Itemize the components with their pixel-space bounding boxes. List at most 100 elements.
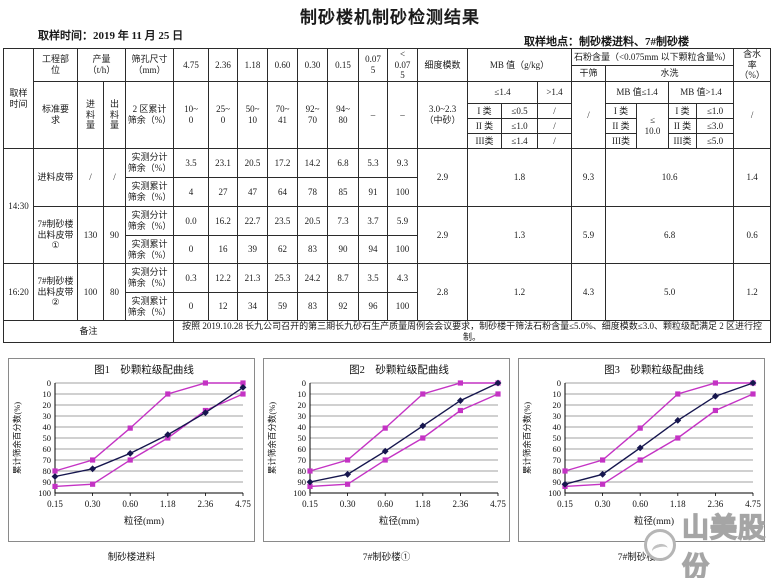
value-cell: 85: [327, 177, 360, 207]
wash-class: III类: [605, 133, 638, 149]
moisture-value: 1.2: [733, 263, 772, 321]
col-header-moisture: 含水 率 （%）: [733, 48, 772, 82]
value-cell: 64: [267, 177, 299, 207]
row-label: 实测分计 筛余（%）: [125, 263, 175, 293]
svg-text:0.15: 0.15: [557, 499, 573, 509]
svg-text:50: 50: [298, 433, 307, 443]
limit-cell: 94~ 80: [327, 81, 360, 149]
fineness-standard: 3.0~2.3 （中砂）: [417, 81, 469, 149]
col-header-mb: MB 值（g/kg）: [467, 48, 573, 82]
wash-value: 6.8: [605, 206, 735, 264]
mb-gt-header: >1.4: [537, 81, 573, 104]
value-cell: 23.1: [208, 148, 239, 178]
svg-text:20: 20: [298, 400, 307, 410]
wash-value: 5.0: [605, 263, 735, 321]
part-name: 进料皮带: [33, 148, 78, 207]
col-header-output: 产量 （t/h）: [76, 48, 127, 82]
value-cell: 12.2: [208, 263, 239, 293]
value-cell: 39: [237, 235, 269, 264]
wash-limit: ≤3.0: [696, 118, 735, 134]
dry-value: 5.9: [571, 206, 607, 264]
svg-text:20: 20: [553, 400, 562, 410]
svg-text:60: 60: [553, 444, 562, 454]
value-cell: 96: [358, 292, 389, 321]
mb-limit: ≤1.4: [501, 133, 539, 149]
fineness-value: 2.9: [417, 148, 469, 207]
chart-footer-3: 7#制砂楼②: [617, 553, 666, 563]
dry-value: 4.3: [571, 263, 607, 321]
value-cell: 0: [173, 292, 210, 321]
limit-cell: –: [387, 81, 419, 149]
standard-label: 标准要 求: [33, 81, 78, 149]
chart-grading-curve-2: 图2 砂颗粒级配曲线 0 10 20 30 40 50 60 70 80 90 100 0.15 0.30…: [263, 358, 510, 542]
svg-text:0: 0: [302, 378, 306, 388]
svg-text:4.75: 4.75: [745, 499, 761, 509]
svg-text:30: 30: [298, 411, 307, 421]
size-header: 0.07 5: [358, 48, 389, 82]
row-label: 实测累计 筛余（%）: [125, 235, 175, 264]
part-name: 7#制砂楼 出料皮带 ②: [33, 263, 78, 321]
value-cell: 92: [327, 292, 360, 321]
wash-limit: ≤5.0: [696, 133, 735, 149]
value-cell: 0.0: [173, 206, 210, 236]
zone2-label: 2 区累计 筛余（%）: [125, 81, 175, 149]
mb-class: II 类: [467, 118, 503, 134]
svg-text:0.15: 0.15: [302, 499, 318, 509]
logo-mark-icon: [644, 529, 676, 561]
col-header-part: 工程部 位: [33, 48, 78, 82]
svg-text:80: 80: [553, 466, 562, 476]
svg-text:90: 90: [298, 477, 307, 487]
chart-grading-curve-3: 图3 砂颗粒级配曲线 0 10 20 30 40 50 60 70 80 90 100 0.15 0.30…: [518, 358, 765, 542]
svg-text:100: 100: [38, 488, 51, 498]
row-label: 实测累计 筛余（%）: [125, 177, 175, 207]
value-cell: 59: [267, 292, 299, 321]
dry-value: 9.3: [571, 148, 607, 207]
mb-le-header: ≤1.4: [467, 81, 539, 104]
value-cell: 16.2: [208, 206, 239, 236]
size-header: 0.30: [297, 48, 329, 82]
value-cell: 3.5: [358, 263, 389, 293]
table-row: 实测累计 筛余（%） 0 12 34 59 83 92 96 100: [4, 292, 771, 321]
size-header: 1.18: [237, 48, 269, 82]
discharge-value: /: [102, 148, 127, 207]
value-cell: 16: [208, 235, 239, 264]
table-row: 备注 按照 2019.10.28 长九公司召开的第三期长九砂石生产质量周例会会议…: [2, 319, 772, 344]
svg-text:70: 70: [43, 455, 52, 465]
svg-text:80: 80: [298, 466, 307, 476]
svg-text:20: 20: [43, 400, 52, 410]
svg-text:40: 40: [553, 422, 562, 432]
sample-time-value: 14:30: [3, 148, 34, 264]
moisture-value: 1.4: [733, 148, 772, 207]
table-row: 14:30 进料皮带 / / 实测分计 筛余（%） 3.5 23.1 20.5 …: [3, 148, 772, 264]
value-cell: 0: [173, 235, 210, 264]
logo-text: 山美股份: [681, 512, 766, 578]
row-label: 实测分计 筛余（%）: [125, 206, 175, 236]
svg-text:30: 30: [553, 411, 562, 421]
test-result-table: 取样 时间 工程部 位 产量 （t/h） 筛孔尺寸 （mm） 4.75 2.36…: [2, 48, 772, 344]
svg-text:图2 砂颗粒级配曲线: 图2 砂颗粒级配曲线: [349, 363, 449, 376]
value-cell: 12: [208, 292, 239, 321]
value-cell: 47: [237, 177, 269, 207]
svg-text:2.36: 2.36: [708, 499, 724, 509]
svg-text:30: 30: [43, 411, 52, 421]
table-row: II 类 ≤1.0 / II 类 II 类 ≤3.0: [4, 118, 771, 134]
svg-text:0: 0: [47, 378, 51, 388]
chart-footer-2: 7#制砂楼①: [362, 553, 411, 563]
value-cell: 23.5: [267, 206, 299, 236]
svg-text:4.75: 4.75: [490, 499, 506, 509]
table-row: III类 ≤1.4 / III类 III类 ≤5.0: [4, 133, 771, 149]
svg-text:1.18: 1.18: [670, 499, 686, 509]
svg-text:60: 60: [43, 444, 52, 454]
limit-cell: 50~ 10: [237, 81, 269, 149]
svg-text:粒径(mm): 粒径(mm): [379, 515, 419, 527]
value-cell: 20.5: [237, 148, 269, 178]
value-cell: 90: [327, 235, 360, 264]
svg-text:图1 砂颗粒级配曲线: 图1 砂颗粒级配曲线: [94, 363, 194, 376]
value-cell: 22.7: [237, 206, 269, 236]
col-header-water-wash: 水洗: [605, 65, 735, 82]
limit-cell: –: [358, 81, 389, 149]
value-cell: 34: [237, 292, 269, 321]
discharge-value: 90: [102, 206, 127, 264]
value-cell: 62: [267, 235, 299, 264]
